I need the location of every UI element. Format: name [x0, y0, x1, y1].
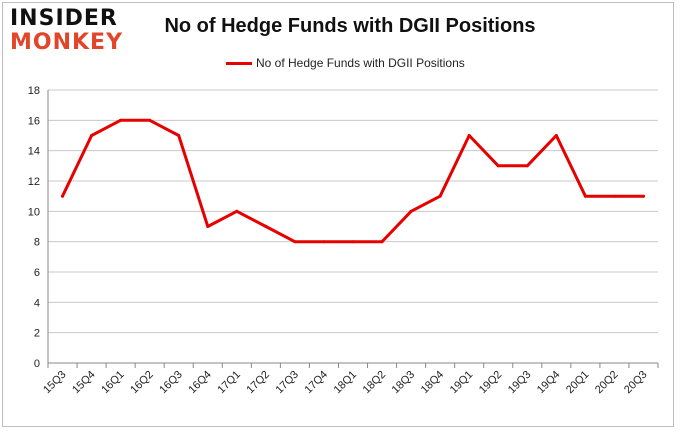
x-tick-label: 19Q2	[477, 369, 505, 397]
data-point-19Q4	[554, 134, 558, 137]
data-point-16Q4	[206, 225, 210, 228]
y-tick-label: 12	[28, 176, 40, 188]
data-point-17Q1	[235, 209, 239, 213]
chart-frame	[2, 2, 674, 427]
x-tick-label: 17Q4	[303, 369, 331, 397]
data-point-18Q2	[380, 240, 384, 244]
legend-swatch	[226, 61, 252, 65]
x-tick-label: 15Q3	[41, 369, 69, 397]
x-tick-label: 17Q1	[215, 369, 243, 397]
x-tick-label: 18Q3	[390, 369, 418, 397]
y-tick-label: 6	[34, 267, 40, 279]
logo-line-2: MONKEY	[10, 30, 124, 55]
data-point-17Q2	[264, 225, 268, 228]
x-tick-label: 16Q1	[99, 369, 127, 397]
data-point-16Q3	[177, 134, 181, 137]
x-tick-label: 20Q2	[593, 369, 621, 397]
axes	[47, 90, 659, 368]
x-tick-label: 20Q3	[622, 369, 650, 397]
data-point-18Q3	[409, 209, 413, 213]
x-tick-label: 16Q4	[186, 369, 214, 397]
y-tick-label: 0	[34, 358, 40, 370]
x-tick-label: 15Q4	[70, 369, 98, 397]
data-point-16Q2	[148, 118, 152, 122]
legend-label: No of Hedge Funds with DGII Positions	[256, 56, 465, 70]
data-point-18Q1	[351, 240, 355, 244]
data-point-20Q1	[583, 194, 587, 198]
x-tick-label: 18Q1	[332, 369, 360, 397]
data-point-20Q3	[642, 194, 645, 198]
y-tick-label: 18	[28, 85, 40, 97]
insider-monkey-logo: INSIDER MONKEY	[10, 8, 128, 58]
data-series	[61, 118, 645, 244]
data-point-20Q2	[612, 194, 616, 198]
data-point-17Q3	[293, 240, 297, 244]
data-point-19Q1	[467, 134, 471, 137]
data-point-15Q4	[90, 134, 94, 137]
data-point-16Q1	[119, 118, 123, 122]
y-tick-label: 14	[28, 146, 40, 158]
x-tick-label: 19Q3	[506, 369, 534, 397]
y-tick-labels: 0 2 4 6 8 10 12 14 16 18	[28, 85, 40, 370]
x-tick-label: 20Q1	[564, 369, 592, 397]
y-tick-label: 10	[28, 206, 40, 218]
x-tick-label: 18Q2	[361, 369, 389, 397]
grid-lines	[48, 89, 658, 364]
x-tick-label: 19Q1	[448, 369, 476, 397]
y-tick-label: 2	[34, 328, 40, 340]
x-tick-label: 16Q3	[157, 369, 185, 397]
chart-legend: No of Hedge Funds with DGII Positions	[226, 55, 465, 71]
y-tick-label: 16	[28, 115, 40, 127]
chart-title: No of Hedge Funds with DGII Positions	[164, 15, 536, 37]
x-tick-label: 18Q4	[419, 369, 447, 397]
y-tick-label: 4	[34, 297, 40, 309]
x-tick-labels: 15Q3 15Q4 16Q1 16Q2 16Q3 16Q4 17Q1 17Q2 17Q3 17Q4…	[41, 369, 649, 397]
y-tick-label: 8	[34, 237, 40, 249]
data-point-19Q3	[525, 164, 529, 168]
data-point-18Q4	[438, 194, 442, 198]
x-tick-label: 17Q3	[274, 369, 302, 397]
x-tick-label: 17Q2	[244, 369, 272, 397]
data-point-17Q4	[322, 240, 326, 244]
data-point-15Q3	[61, 194, 64, 198]
logo-line-1: INSIDER	[10, 6, 118, 31]
x-tick-label: 16Q2	[128, 369, 156, 397]
x-tick-label: 19Q4	[535, 369, 563, 397]
data-point-19Q2	[496, 164, 500, 168]
